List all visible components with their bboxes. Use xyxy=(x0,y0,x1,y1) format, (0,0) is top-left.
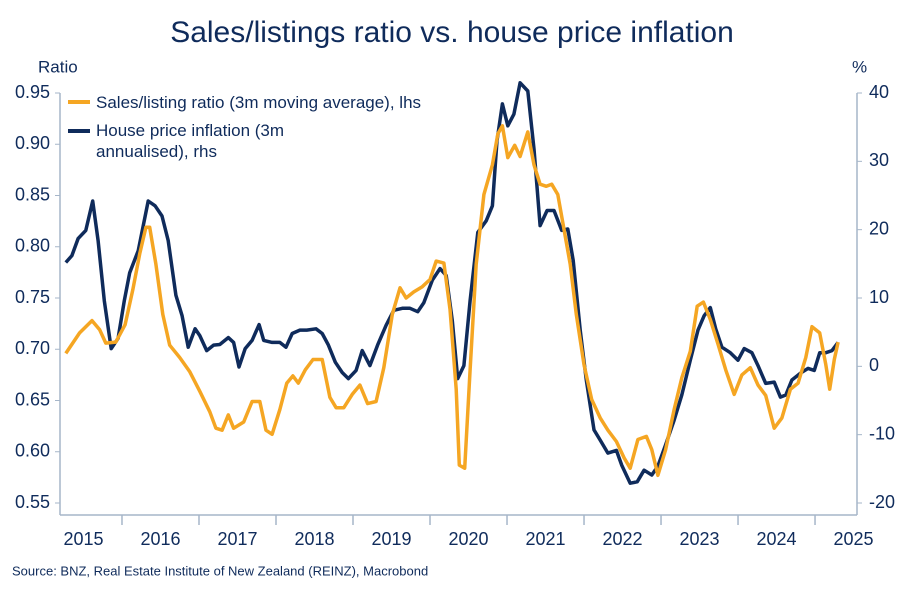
y2-tick-label: 0 xyxy=(869,355,879,375)
y2-tick-label: 20 xyxy=(869,218,889,238)
y-tick-label: 0.70 xyxy=(15,338,50,358)
source-note: Source: BNZ, Real Estate Institute of Ne… xyxy=(12,563,428,578)
y-tick-label: 0.60 xyxy=(15,441,50,461)
legend-label: Sales/listing ratio (3m moving average),… xyxy=(96,93,422,112)
y2-tick-label: -10 xyxy=(869,423,895,443)
x-tick-label: 2016 xyxy=(140,529,180,549)
x-tick-label: 2020 xyxy=(448,529,488,549)
legend-label: House price inflation (3m annualised), r… xyxy=(96,121,285,161)
x-tick-label: 2023 xyxy=(680,529,720,549)
chart-title: Sales/listings ratio vs. house price inf… xyxy=(170,16,734,49)
y-axis-label: Ratio xyxy=(38,57,78,76)
y-tick-label: 0.65 xyxy=(15,389,50,409)
x-tick-label: 2022 xyxy=(602,529,642,549)
data-line xyxy=(64,81,840,485)
y2-tick-label: 30 xyxy=(869,150,889,170)
y-tick-label: 0.55 xyxy=(15,492,50,512)
x-tick-label: 2018 xyxy=(294,529,334,549)
y2-tick-label: -20 xyxy=(869,492,895,512)
y-tick-label: 0.75 xyxy=(15,287,50,307)
y-tick-label: 0.90 xyxy=(15,133,50,153)
x-tick-label: 2024 xyxy=(757,529,797,549)
y-tick-label: 0.80 xyxy=(15,236,50,256)
y2-axis-label: % xyxy=(852,57,867,76)
y2-tick-label: 40 xyxy=(869,82,889,102)
x-tick-label: 2017 xyxy=(217,529,257,549)
y2-tick-label: 10 xyxy=(869,287,889,307)
data-line xyxy=(64,124,840,478)
y-tick-label: 0.95 xyxy=(15,82,50,102)
x-tick-label: 2019 xyxy=(371,529,411,549)
x-tick-label: 2025 xyxy=(834,529,874,549)
x-tick-label: 2015 xyxy=(63,529,103,549)
y-tick-label: 0.85 xyxy=(15,184,50,204)
x-tick-label: 2021 xyxy=(525,529,565,549)
